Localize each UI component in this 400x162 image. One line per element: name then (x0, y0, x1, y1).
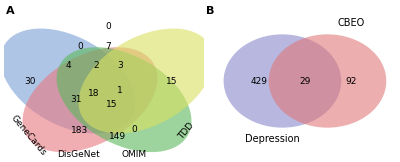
Circle shape (269, 34, 386, 128)
Text: 3: 3 (117, 61, 123, 70)
Text: 0: 0 (77, 42, 83, 51)
Text: Depression: Depression (245, 133, 300, 144)
Text: 7: 7 (105, 42, 111, 51)
Text: CBEO: CBEO (337, 18, 365, 29)
Text: 92: 92 (345, 76, 357, 86)
Text: 30: 30 (24, 76, 36, 86)
Text: 0: 0 (105, 22, 111, 31)
Text: 0: 0 (131, 125, 137, 134)
Text: 149: 149 (110, 133, 126, 141)
Text: 4: 4 (65, 61, 71, 70)
Ellipse shape (78, 29, 214, 133)
Ellipse shape (0, 29, 136, 133)
Text: GeneCards: GeneCards (8, 114, 48, 157)
Circle shape (224, 34, 341, 128)
Text: 2: 2 (93, 61, 99, 70)
Text: 18: 18 (88, 89, 100, 98)
Text: 15: 15 (106, 100, 118, 109)
Text: 429: 429 (250, 76, 267, 86)
Text: OMIM: OMIM (122, 150, 146, 159)
Text: 29: 29 (299, 76, 311, 86)
Text: A: A (6, 6, 15, 16)
Text: B: B (206, 6, 214, 16)
Ellipse shape (56, 47, 192, 152)
Text: 1: 1 (117, 86, 123, 95)
Text: 15: 15 (166, 76, 178, 86)
Text: TDD: TDD (176, 121, 196, 141)
Text: 31: 31 (70, 95, 82, 104)
Text: 183: 183 (71, 126, 89, 135)
Text: DisGeNet: DisGeNet (57, 150, 99, 159)
Ellipse shape (22, 47, 158, 152)
